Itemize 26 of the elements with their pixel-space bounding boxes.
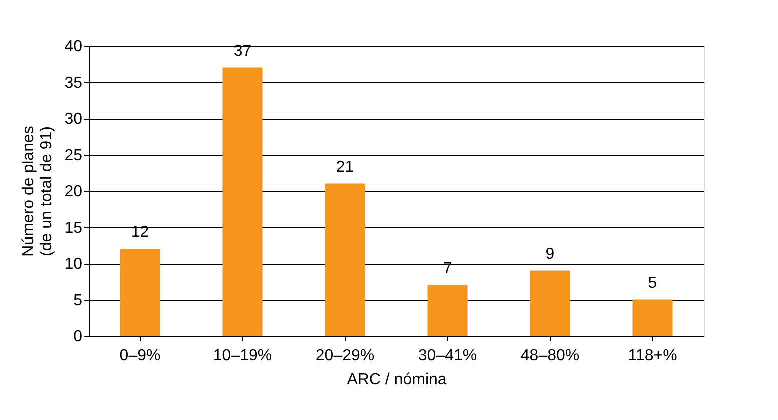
data-label: 21: [336, 158, 354, 176]
x-tick-label: 118+%: [628, 348, 678, 364]
x-tick-label: 48–80%: [520, 348, 580, 364]
bar: [325, 184, 366, 336]
y-tick-label: 25: [64, 147, 83, 164]
y-tick-label: 35: [64, 74, 83, 92]
x-tick-label: 30–41%: [418, 348, 478, 364]
y-tick-label: 40: [64, 38, 83, 56]
y-tick-label: 30: [64, 111, 83, 128]
bar: [530, 270, 570, 336]
data-label: 9: [546, 246, 555, 263]
x-tick-label: 20–29%: [316, 348, 375, 364]
bar: [222, 68, 263, 336]
bar: [120, 249, 160, 336]
y-tick-label: 10: [64, 256, 83, 273]
bar: [632, 300, 673, 336]
x-axis-title: ARC / nómina: [347, 372, 447, 388]
y-axis-title: Número de planes (de un total de 91): [20, 126, 56, 257]
y-tick-label: 15: [64, 220, 83, 237]
y-tick-label: 20: [64, 184, 83, 200]
x-tick-label: 10–19%: [213, 348, 272, 364]
bar: [428, 285, 468, 336]
data-label: 5: [648, 274, 658, 292]
y-tick-label: 0: [74, 328, 83, 346]
x-tick-label: 0–9%: [120, 348, 161, 364]
y-tick-label: 5: [74, 292, 83, 310]
